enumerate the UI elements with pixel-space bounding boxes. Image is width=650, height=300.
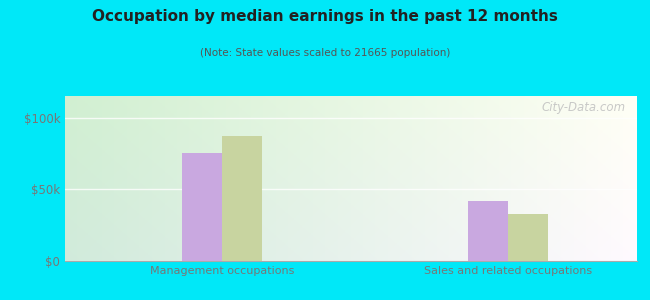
- Bar: [468, 201, 508, 261]
- Bar: [508, 214, 549, 261]
- Text: (Note: State values scaled to 21665 population): (Note: State values scaled to 21665 popu…: [200, 48, 450, 58]
- Bar: [182, 153, 222, 261]
- Text: City-Data.com: City-Data.com: [541, 101, 625, 114]
- Bar: [222, 136, 263, 261]
- Text: Occupation by median earnings in the past 12 months: Occupation by median earnings in the pas…: [92, 9, 558, 24]
